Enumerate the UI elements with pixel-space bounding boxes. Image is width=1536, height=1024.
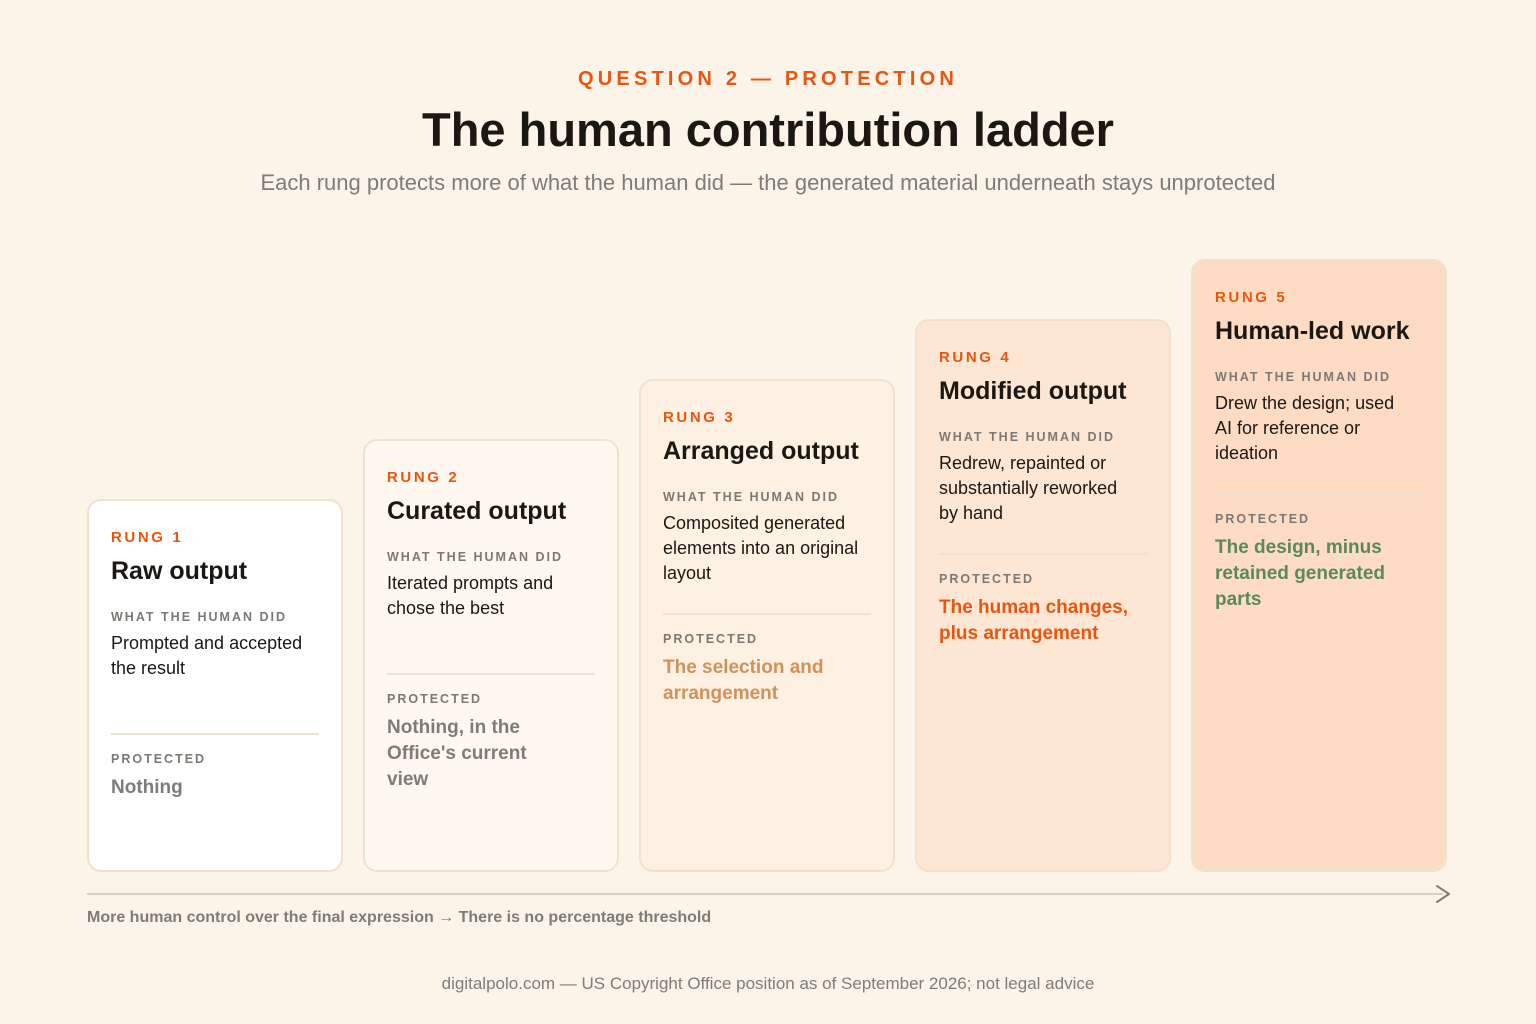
- what-human-did-label: WHAT THE HUMAN DID: [111, 610, 288, 624]
- protected-value: The selection and arrangement: [663, 657, 824, 704]
- protected-label: PROTECTED: [939, 572, 1035, 586]
- what-human-did-text: Prompted and accepted the result: [111, 633, 303, 678]
- rung-title: Raw output: [111, 557, 248, 585]
- rung-number: RUNG 4: [939, 349, 1012, 366]
- section-eyebrow: QUESTION 2 — PROTECTION: [578, 68, 958, 90]
- what-human-did-label: WHAT THE HUMAN DID: [939, 430, 1116, 444]
- what-human-did-label: WHAT THE HUMAN DID: [387, 550, 564, 564]
- what-human-did-label: WHAT THE HUMAN DID: [663, 490, 840, 504]
- card-divider: [663, 613, 871, 615]
- page-title: The human contribution ladder: [422, 103, 1114, 156]
- footer-note: digitalpolo.com — US Copyright Office po…: [441, 974, 1095, 993]
- rung-title: Arranged output: [663, 437, 859, 465]
- what-human-did-text: Drew the design; used AI for reference o…: [1215, 393, 1395, 463]
- protected-label: PROTECTED: [663, 632, 759, 646]
- rung-title: Modified output: [939, 377, 1127, 405]
- progress-axis-line: [87, 893, 1443, 895]
- what-human-did-text: Redrew, repainted or substantially rewor…: [939, 453, 1118, 523]
- protected-value: Nothing, in the Office's current view: [387, 717, 527, 790]
- what-human-did-text: Composited generated elements into an or…: [663, 513, 859, 583]
- card-divider: [387, 673, 595, 675]
- protected-label: PROTECTED: [1215, 512, 1311, 526]
- axis-caption: More human control over the final expres…: [87, 909, 712, 926]
- card-divider: [939, 553, 1147, 555]
- rung-card-1: RUNG 1 Raw output WHAT THE HUMAN DID Pro…: [87, 499, 343, 872]
- protected-label: PROTECTED: [111, 752, 207, 766]
- card-divider: [1215, 493, 1423, 495]
- rung-number: RUNG 5: [1215, 289, 1288, 306]
- protected-value: Nothing: [111, 777, 183, 798]
- what-human-did-label: WHAT THE HUMAN DID: [1215, 370, 1392, 384]
- rung-card-3: RUNG 3 Arranged output WHAT THE HUMAN DI…: [639, 379, 895, 872]
- rung-card-4: RUNG 4 Modified output WHAT THE HUMAN DI…: [915, 319, 1171, 872]
- rung-number: RUNG 3: [663, 409, 736, 426]
- page-subtitle: Each rung protects more of what the huma…: [260, 170, 1276, 195]
- chevron-right-icon: [1436, 885, 1450, 903]
- rung-title: Human-led work: [1215, 317, 1410, 345]
- protected-value: The human changes, plus arrangement: [939, 597, 1128, 644]
- rung-card-5: RUNG 5 Human-led work WHAT THE HUMAN DID…: [1191, 259, 1447, 872]
- protected-label: PROTECTED: [387, 692, 483, 706]
- rung-card-2: RUNG 2 Curated output WHAT THE HUMAN DID…: [363, 439, 619, 872]
- rung-number: RUNG 2: [387, 469, 460, 486]
- rung-number: RUNG 1: [111, 529, 184, 546]
- protected-value: The design, minus retained generated par…: [1215, 537, 1385, 610]
- rung-title: Curated output: [387, 497, 567, 525]
- what-human-did-text: Iterated prompts and chose the best: [387, 573, 554, 618]
- card-divider: [111, 733, 319, 735]
